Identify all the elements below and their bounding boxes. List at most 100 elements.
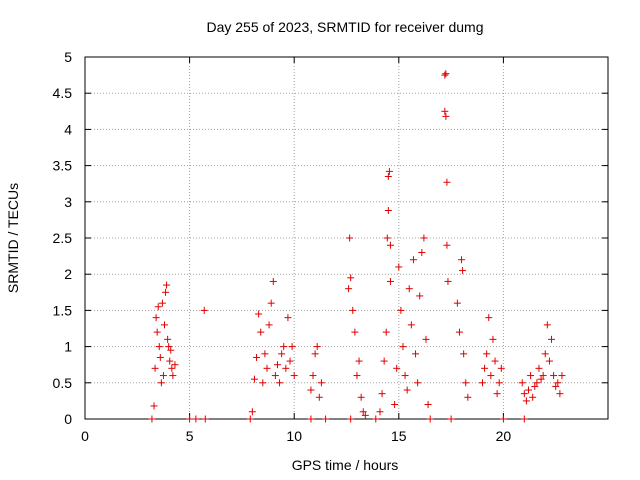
data-point	[315, 393, 323, 401]
x-tick-label: 5	[186, 428, 194, 444]
data-point	[311, 350, 319, 358]
data-point	[361, 411, 369, 419]
x-tick-label: 0	[81, 428, 89, 444]
data-point	[426, 415, 434, 423]
x-axis-label: GPS time / hours	[292, 457, 399, 473]
data-point	[265, 321, 273, 329]
data-point	[443, 241, 451, 249]
data-point	[257, 328, 265, 336]
data-point	[493, 390, 501, 398]
data-point	[151, 364, 159, 372]
data-point	[166, 357, 174, 365]
data-point	[163, 281, 171, 289]
y-tick-label: 5	[64, 49, 72, 65]
data-point	[531, 382, 539, 390]
data-point	[253, 353, 261, 361]
data-point	[359, 408, 367, 416]
data-point	[550, 372, 558, 380]
data-point	[399, 343, 407, 351]
y-tick-label: 0	[64, 411, 72, 427]
data-point	[284, 314, 292, 322]
data-point	[255, 310, 263, 318]
data-point	[424, 401, 432, 409]
data-point	[313, 343, 321, 351]
grid-lines	[85, 57, 608, 419]
data-point	[267, 299, 275, 307]
data-point	[405, 285, 413, 293]
data-point	[160, 321, 168, 329]
data-point	[416, 292, 424, 300]
y-tick-label: 4	[64, 121, 72, 137]
data-point	[518, 379, 526, 387]
data-point	[322, 415, 330, 423]
data-point	[290, 372, 298, 380]
data-point	[150, 402, 158, 410]
data-point	[156, 353, 164, 361]
data-point	[412, 350, 420, 358]
data-point	[539, 372, 547, 380]
data-point	[158, 299, 166, 307]
data-point	[444, 277, 452, 285]
data-point	[529, 393, 537, 401]
data-point	[395, 263, 403, 271]
data-point	[497, 364, 505, 372]
data-point	[478, 379, 486, 387]
data-point	[159, 372, 167, 380]
data-point	[422, 335, 430, 343]
data-point	[317, 379, 325, 387]
data-point	[165, 343, 173, 351]
data-point	[548, 335, 556, 343]
data-point	[393, 364, 401, 372]
y-tick-labels: 0 0.5 1 1.5 2 2.5 3 3.5 4 4.5 5	[53, 49, 73, 427]
data-point	[278, 350, 286, 358]
data-point	[263, 364, 271, 372]
data-point	[346, 234, 354, 242]
data-point	[441, 107, 449, 115]
data-point	[464, 393, 472, 401]
data-point	[248, 408, 256, 416]
y-tick-label: 2	[64, 266, 72, 282]
data-point	[288, 343, 296, 351]
data-point	[401, 372, 409, 380]
data-point	[153, 328, 161, 336]
data-point	[259, 379, 267, 387]
data-point	[280, 343, 288, 351]
data-point	[171, 361, 179, 369]
data-point	[447, 415, 455, 423]
data-point	[442, 112, 450, 120]
data-point	[164, 335, 172, 343]
data-point	[372, 415, 380, 423]
data-point	[378, 390, 386, 398]
data-point	[441, 71, 449, 79]
data-point	[409, 256, 417, 264]
data-point	[489, 335, 497, 343]
data-point	[246, 415, 254, 423]
data-point	[460, 350, 468, 358]
data-point	[545, 357, 553, 365]
data-point	[458, 256, 466, 264]
data-point	[522, 397, 530, 405]
data-point	[201, 415, 209, 423]
data-point	[382, 328, 390, 336]
data-point	[271, 372, 279, 380]
x-tick-labels: 0 5 10 15 20	[81, 428, 511, 444]
data-point	[495, 379, 503, 387]
data-point	[554, 379, 562, 387]
data-point	[533, 379, 541, 387]
data-point	[520, 390, 528, 398]
axis-ticks	[84, 56, 608, 420]
data-point	[537, 375, 545, 383]
data-point	[276, 379, 284, 387]
data-point	[250, 375, 258, 383]
data-point	[353, 372, 361, 380]
y-tick-label: 3.5	[53, 158, 73, 174]
y-axis-label: SRMTID / TECUs	[5, 183, 21, 293]
y-tick-label: 0.5	[53, 375, 73, 391]
data-point	[383, 234, 391, 242]
data-point	[307, 386, 315, 394]
data-point	[355, 357, 363, 365]
data-point	[385, 167, 393, 175]
x-tick-label: 10	[286, 428, 302, 444]
data-point	[462, 379, 470, 387]
y-tick-label: 3	[64, 194, 72, 210]
